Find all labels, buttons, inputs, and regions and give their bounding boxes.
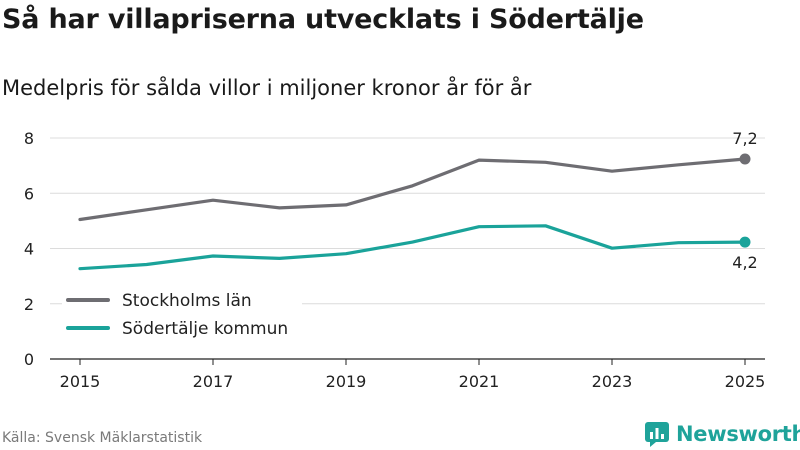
chart-title: Så har villapriserna utvecklats i Södert… bbox=[2, 4, 644, 35]
y-tick-label: 6 bbox=[24, 184, 34, 203]
grid-lines bbox=[50, 137, 765, 360]
legend-label: Södertälje kommun bbox=[122, 319, 288, 339]
data-series: 7,2 4,2 bbox=[78, 129, 758, 272]
brand-name: Newsworthy bbox=[676, 422, 800, 446]
y-tick-label: 0 bbox=[24, 350, 34, 369]
x-tick-label: 2019 bbox=[326, 372, 367, 391]
newsworthy-logo-icon bbox=[645, 422, 669, 447]
legend: Stockholms län Södertälje kommun bbox=[62, 286, 302, 346]
x-tick-label: 2023 bbox=[592, 372, 633, 391]
y-tick-label: 4 bbox=[24, 240, 34, 259]
x-tick-label: 2017 bbox=[193, 372, 234, 391]
x-axis-ticks: 2015 2017 2019 2021 2023 2025 bbox=[60, 359, 766, 391]
series-line bbox=[78, 224, 747, 271]
series-end-label: 7,2 bbox=[732, 129, 757, 148]
series-end-point bbox=[739, 153, 751, 165]
series-line bbox=[78, 157, 747, 222]
source-note: Källa: Svensk Mäklarstatistik bbox=[2, 430, 203, 446]
chart-subtitle: Medelpris för sålda villor i miljoner kr… bbox=[2, 76, 532, 100]
series-end-point bbox=[739, 236, 751, 248]
x-tick-label: 2025 bbox=[725, 372, 766, 391]
legend-label: Stockholms län bbox=[122, 291, 252, 311]
y-tick-label: 8 bbox=[24, 129, 34, 148]
x-tick-label: 2015 bbox=[60, 372, 101, 391]
legend-background bbox=[62, 286, 302, 346]
x-tick-label: 2021 bbox=[459, 372, 500, 391]
y-tick-label: 2 bbox=[24, 295, 34, 314]
series-end-label: 4,2 bbox=[732, 253, 757, 272]
brand-logo[interactable]: Newsworthy bbox=[644, 420, 800, 448]
y-axis-ticks: 0 2 4 6 8 bbox=[24, 129, 34, 369]
